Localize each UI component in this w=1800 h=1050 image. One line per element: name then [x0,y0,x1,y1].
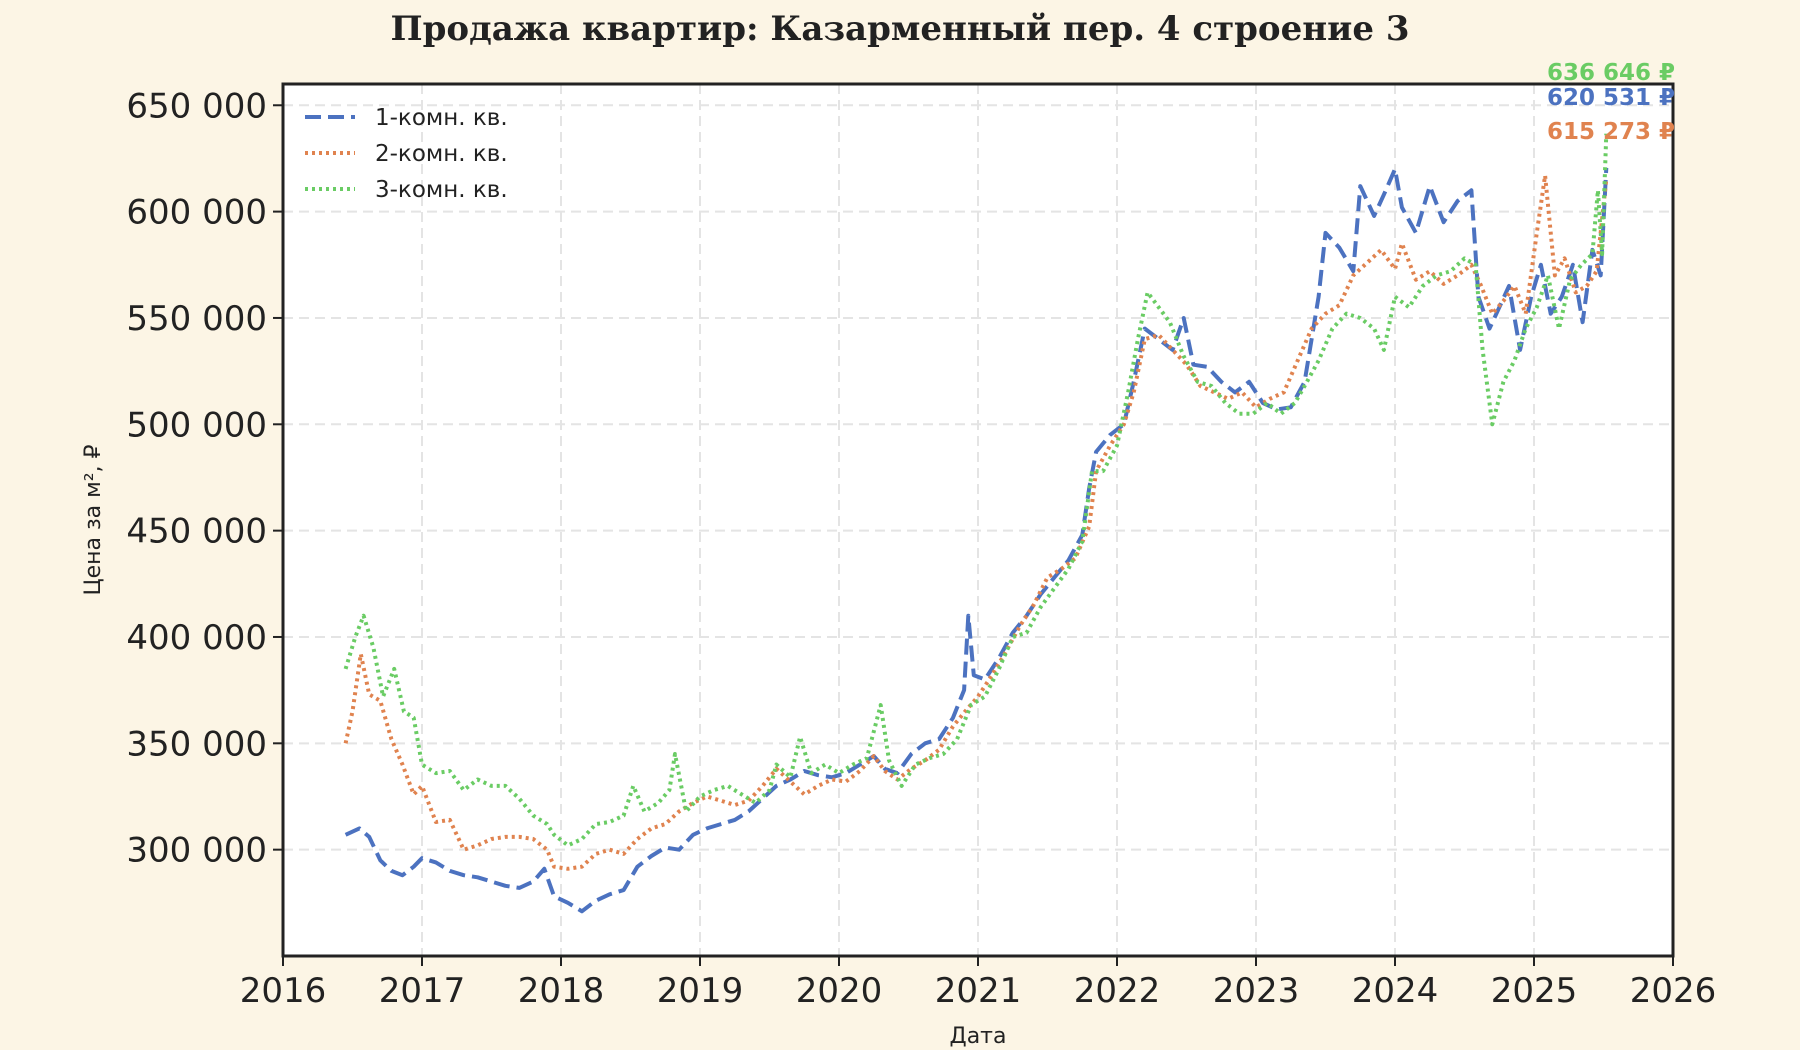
legend-entry-3: 3-комн. кв. [375,177,508,203]
chart-title: Продажа квартир: Казарменный пер. 4 стро… [391,9,1410,49]
x-tick-label: 2024 [1352,971,1439,1011]
y-tick-label: 300 000 [126,831,267,871]
end-label-2: 615 273 ₽ [1547,119,1675,145]
series-line-1 [344,167,1609,914]
x-tick-label: 2025 [1491,971,1578,1011]
x-tick-label: 2020 [796,971,883,1011]
y-axis: 300 000 350 000 400 000 450 000 500 000 550 0… [126,86,283,871]
x-tick-label: 2018 [518,971,605,1011]
legend-entry-2: 2-комн. кв. [375,141,508,167]
x-tick-label: 2017 [379,971,466,1011]
x-axis: 2016 2017 2018 2019 2020 2021 2022 2023 2024 2025… [240,956,1717,1011]
y-tick-label: 650 000 [126,86,267,126]
x-tick-label: 2019 [657,971,744,1011]
x-axis-label: Дата [950,1024,1007,1049]
legend-entry-1: 1-комн. кв. [375,105,508,131]
y-tick-label: 450 000 [126,512,267,552]
y-tick-label: 350 000 [126,724,267,764]
x-tick-label: 2026 [1630,971,1717,1011]
series-line-2 [343,173,1609,871]
y-tick-label: 600 000 [126,193,267,233]
y-tick-label: 550 000 [126,299,267,339]
y-axis-label: Цена за м², ₽ [81,444,106,595]
x-tick-label: 2023 [1213,971,1300,1011]
x-tick-label: 2021 [935,971,1022,1011]
x-tick-label: 2016 [240,971,327,1011]
legend: 1-комн. кв. 2-комн. кв. 3-комн. кв. [305,105,508,203]
series-line-3 [343,133,1609,848]
x-tick-label: 2022 [1074,971,1161,1011]
y-tick-label: 500 000 [126,405,267,445]
y-tick-label: 400 000 [126,618,267,658]
series-layer [343,133,1609,914]
end-labels: 620 531 ₽ 615 273 ₽ 636 646 ₽ [1547,60,1675,145]
end-label-3: 636 646 ₽ [1547,60,1675,86]
end-label-1: 620 531 ₽ [1547,85,1675,111]
